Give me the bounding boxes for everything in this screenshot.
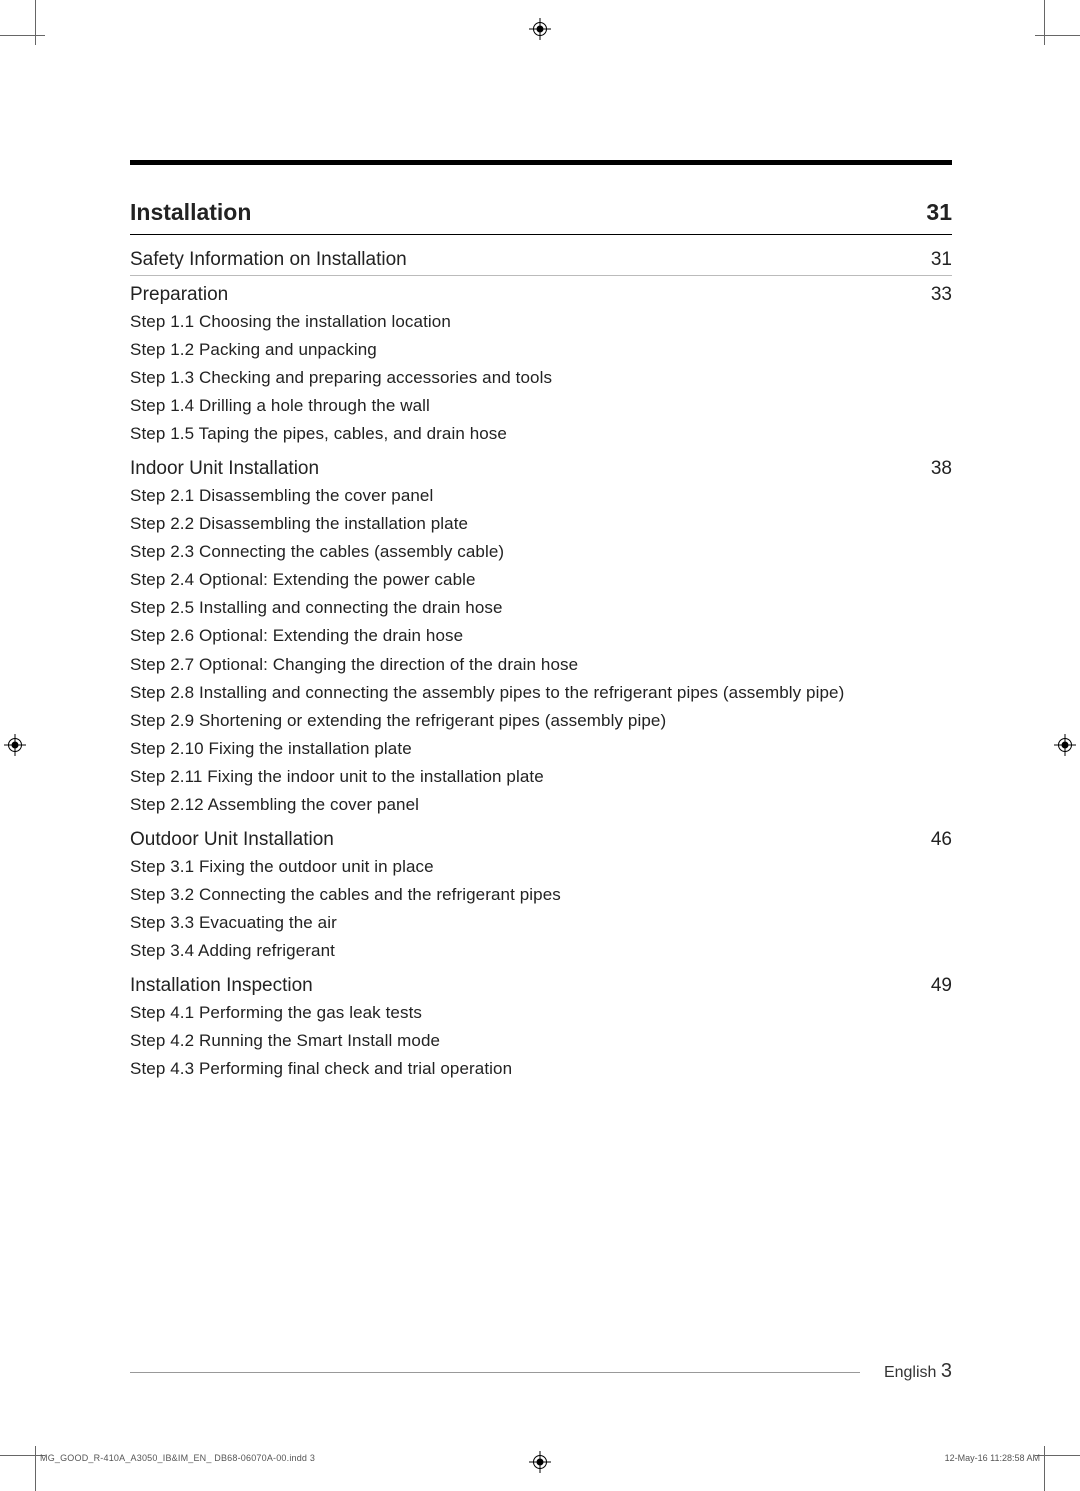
footer-page-number: 3 — [941, 1360, 952, 1382]
toc-step: Step 2.11 Fixing the indoor unit to the … — [130, 763, 952, 791]
imprint-filename: MG_GOOD_R-410A_A3050_IB&IM_EN_ DB68-0607… — [40, 1453, 315, 1463]
toc-section-page: 46 — [931, 829, 952, 851]
toc-step: Step 3.4 Adding refrigerant — [130, 937, 952, 965]
toc-step: Step 2.5 Installing and connecting the d… — [130, 594, 952, 622]
toc-step: Step 1.4 Drilling a hole through the wal… — [130, 392, 952, 420]
toc-section-title: Safety Information on Installation — [130, 249, 407, 271]
imprint-timestamp: 12-May-16 11:28:58 AM — [945, 1453, 1040, 1463]
toc-step: Step 1.5 Taping the pipes, cables, and d… — [130, 420, 952, 448]
toc-section-page: 38 — [931, 458, 952, 480]
toc-section-title: Outdoor Unit Installation — [130, 829, 334, 851]
toc-step: Step 3.1 Fixing the outdoor unit in plac… — [130, 853, 952, 881]
toc-section-page: 49 — [931, 975, 952, 997]
top-rule — [130, 160, 952, 165]
registration-mark-icon — [1054, 734, 1076, 756]
toc-main-heading: Installation 31 — [130, 199, 952, 235]
toc-step: Step 4.1 Performing the gas leak tests — [130, 999, 952, 1027]
toc-section-heading: Preparation 33 — [130, 280, 952, 306]
toc-step: Step 2.3 Connecting the cables (assembly… — [130, 538, 952, 566]
footer-rule — [130, 1372, 860, 1373]
footer-page-label: English 3 — [884, 1360, 952, 1383]
page-content: Installation 31 Safety Information on In… — [130, 160, 952, 1089]
toc-section-title: Indoor Unit Installation — [130, 458, 319, 480]
footer-language: English — [884, 1364, 936, 1381]
toc-section-heading: Safety Information on Installation 31 — [130, 245, 952, 276]
toc-section-heading: Installation Inspection 49 — [130, 971, 952, 997]
toc-step: Step 4.3 Performing final check and tria… — [130, 1055, 952, 1083]
toc-step: Step 2.7 Optional: Changing the directio… — [130, 651, 952, 679]
toc-step: Step 2.12 Assembling the cover panel — [130, 791, 952, 819]
toc-step: Step 2.8 Installing and connecting the a… — [130, 679, 952, 707]
registration-mark-icon — [529, 18, 551, 40]
toc-step: Step 2.4 Optional: Extending the power c… — [130, 566, 952, 594]
toc-section-title: Installation Inspection — [130, 975, 313, 997]
registration-mark-icon — [529, 1451, 551, 1473]
toc-section-page: 31 — [931, 249, 952, 271]
toc-main-page: 31 — [926, 199, 952, 226]
toc-step: Step 2.6 Optional: Extending the drain h… — [130, 622, 952, 650]
toc-section-title: Preparation — [130, 284, 228, 306]
toc-step: Step 1.1 Choosing the installation locat… — [130, 308, 952, 336]
toc-step: Step 2.2 Disassembling the installation … — [130, 510, 952, 538]
toc-step: Step 3.2 Connecting the cables and the r… — [130, 881, 952, 909]
toc-section-page: 33 — [931, 284, 952, 306]
toc-step: Step 2.10 Fixing the installation plate — [130, 735, 952, 763]
toc-main-title: Installation — [130, 199, 251, 226]
toc-step: Step 1.3 Checking and preparing accessor… — [130, 364, 952, 392]
toc-step: Step 3.3 Evacuating the air — [130, 909, 952, 937]
toc-step: Step 2.1 Disassembling the cover panel — [130, 482, 952, 510]
registration-mark-icon — [4, 734, 26, 756]
toc-step: Step 1.2 Packing and unpacking — [130, 336, 952, 364]
toc-step: Step 2.9 Shortening or extending the ref… — [130, 707, 952, 735]
toc-section-heading: Indoor Unit Installation 38 — [130, 454, 952, 480]
toc-step: Step 4.2 Running the Smart Install mode — [130, 1027, 952, 1055]
toc-section-heading: Outdoor Unit Installation 46 — [130, 825, 952, 851]
